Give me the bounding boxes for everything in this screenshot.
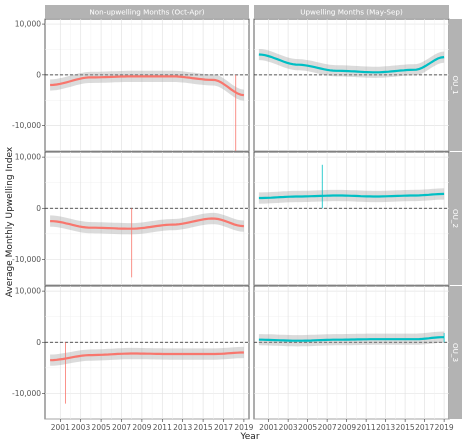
row-strip-label: OU_2 [451, 209, 460, 228]
trend-line [50, 75, 245, 97]
strips-layer: Non-upwelling Months (Oct-Apr) Upwelling … [45, 5, 462, 419]
column-strip-label: Non-upwelling Months (Oct-Apr) [89, 8, 204, 17]
trend-line [258, 336, 445, 342]
x-tick-label: 2005 [92, 423, 111, 432]
panel-background [253, 151, 450, 286]
panel-background [44, 18, 250, 152]
panel-background [253, 18, 450, 152]
column-strip [45, 5, 249, 18]
y-tick-label: 10,000 [15, 20, 41, 29]
trend-line [50, 351, 244, 362]
trend-line [258, 53, 445, 74]
x-tick-label: 2003 [71, 423, 90, 432]
trend-line [258, 192, 445, 200]
y-tick-label: 10,000 [15, 153, 41, 162]
x-tick-label: 2013 [173, 423, 192, 432]
x-tick-label: 2007 [318, 423, 337, 432]
y-axis-title: Average Monthly Upwelling Index [5, 146, 15, 297]
x-tick-label: 2007 [112, 423, 131, 432]
x-tick-label: 2005 [298, 423, 317, 432]
x-tick-label: 2003 [279, 423, 298, 432]
y-tick-label: 0 [36, 70, 41, 79]
x-tick-label: 2015 [396, 423, 415, 432]
x-tick-label: 2019 [435, 423, 454, 432]
row-strip [449, 286, 462, 419]
x-tick-label: 2011 [153, 423, 172, 432]
row-strip [449, 152, 462, 285]
x-tick-label: 2017 [214, 423, 233, 432]
row-strip-label: OU_3 [451, 343, 460, 362]
panel-background [253, 285, 450, 420]
y-tick-label: -10,000 [12, 255, 41, 264]
row-strip [449, 19, 462, 151]
panels-layer [44, 18, 450, 420]
y-tick-label: -10,000 [12, 121, 41, 130]
x-tick-label: 2017 [415, 423, 434, 432]
y-tick-label: 0 [36, 204, 41, 213]
panel-background [44, 285, 250, 420]
x-tick-label: 2001 [259, 423, 278, 432]
column-strip-label: Upwelling Months (May-Sep) [300, 8, 403, 17]
x-tick-label: 2013 [376, 423, 395, 432]
x-axis-title: Year [239, 432, 259, 442]
column-strip [254, 5, 449, 18]
x-tick-label: 2009 [132, 423, 151, 432]
row-strip-label: OU_1 [451, 75, 460, 94]
y-tick-label: 0 [36, 338, 41, 347]
x-tick-label: 2011 [357, 423, 376, 432]
trend-line [50, 217, 245, 230]
x-tick-label: 2009 [337, 423, 356, 432]
x-tick-label: 2019 [234, 423, 253, 432]
x-tick-label: 2015 [194, 423, 213, 432]
y-tick-label: -10,000 [12, 389, 41, 398]
trend-confidence-ribbon [50, 212, 244, 235]
x-tick-labels: 2001 2003 2005 2007 2009 2011 2013 2015 2017 2019… [51, 419, 454, 432]
trend-confidence-ribbon [50, 346, 244, 366]
y-tick-labels: -10,000 0 10,000 -10,000 0 10,000 -10,000 0 10,0… [12, 20, 45, 398]
y-tick-label: 10,000 [15, 287, 41, 296]
x-tick-label: 2001 [51, 423, 70, 432]
